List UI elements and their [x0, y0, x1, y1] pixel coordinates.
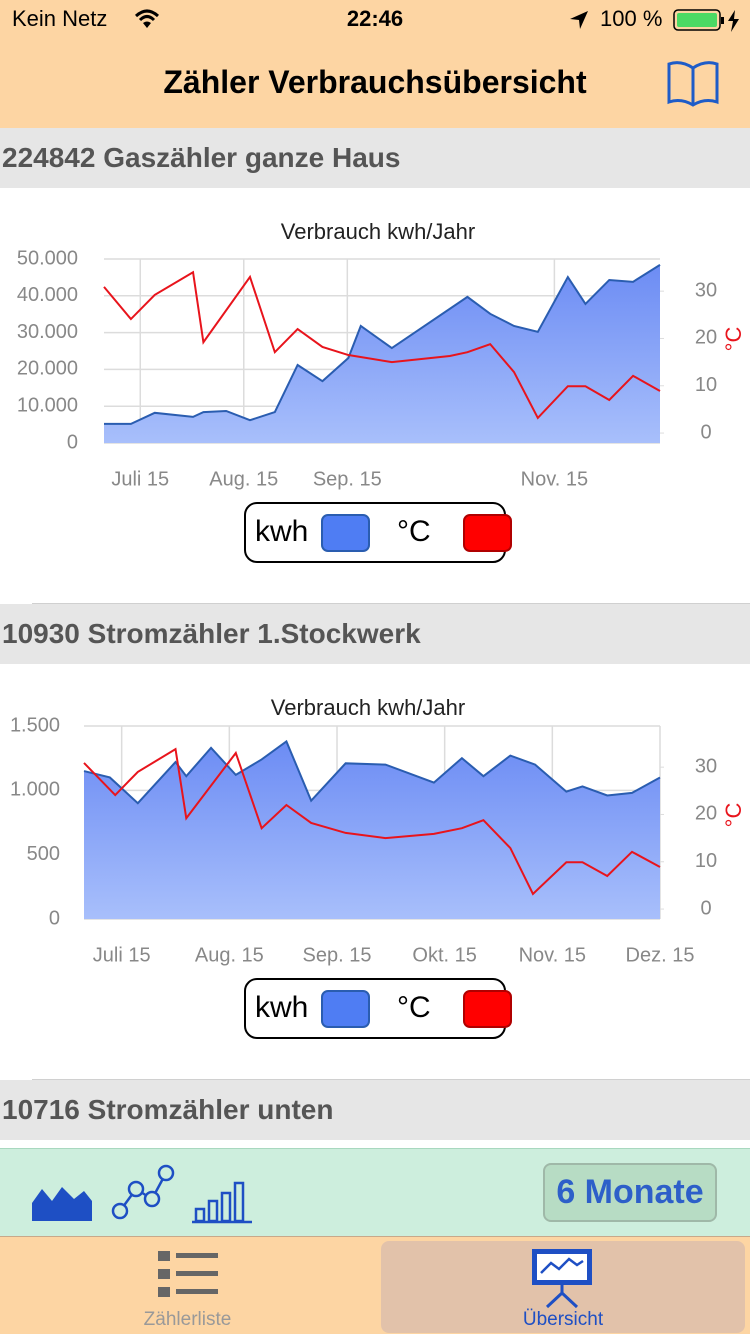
legend-swatch [321, 990, 370, 1028]
y2-tick-label: 20 [695, 803, 717, 825]
y-tick-label: 10.000 [17, 394, 78, 416]
area-chart-button[interactable] [30, 1179, 94, 1223]
section-header: 10716 Stromzähler unten [0, 1080, 750, 1140]
tab-label: Übersicht [522, 1309, 604, 1330]
area [84, 741, 660, 919]
line [83, 747, 661, 896]
x-tick-label: Nov. 15 [521, 468, 588, 490]
section-title: 10930 Stromzähler 1.Stockwerk [2, 618, 421, 649]
x-tick-label: Dez. 15 [626, 944, 695, 966]
y2-tick-label: 0 [700, 897, 711, 919]
location-icon [570, 11, 588, 29]
x-tick-label: Aug. 15 [195, 944, 264, 966]
x-tick-label: Sep. 15 [313, 468, 382, 490]
battery-percent: 100 % [600, 6, 663, 31]
legend-swatch [463, 514, 512, 552]
y-tick-label: 0 [67, 431, 78, 453]
separator [32, 1079, 750, 1080]
list-icon [158, 1251, 218, 1297]
section-title: 224842 Gaszähler ganze Haus [2, 142, 401, 173]
y2-tick-label: 20 [695, 327, 717, 349]
area-outline [83, 739, 661, 805]
toolbar: 6 Monate [0, 1148, 750, 1236]
wifi-icon [134, 9, 160, 28]
tab[interactable]: Zählerliste [0, 1241, 375, 1333]
y-tick-label: 1.500 [10, 714, 60, 736]
y-tick-label: 500 [27, 843, 60, 865]
y-tick-label: 40.000 [17, 284, 78, 306]
tab-label: Zählerliste [143, 1309, 232, 1330]
y2-axis-label: °C [721, 327, 746, 352]
range-button[interactable]: 6 Monate [543, 1163, 717, 1222]
header-area: Kein Netz 22:46 100 % Zähler Verbrauchsü… [0, 0, 750, 128]
nav-title: Zähler Verbrauchsübersicht [163, 64, 587, 100]
area [104, 264, 660, 443]
chart-title: Verbrauch kwh/Jahr [281, 219, 475, 244]
legend-label: kwh [255, 991, 308, 1024]
section-title: 10716 Stromzähler unten [2, 1094, 334, 1125]
x-tick-label: Juli 15 [93, 944, 151, 966]
legend-label: °C [397, 991, 431, 1024]
line-chart-button[interactable] [108, 1159, 176, 1223]
x-tick-label: Aug. 15 [209, 468, 278, 490]
bar-chart-button[interactable] [190, 1179, 254, 1225]
y2-tick-label: 10 [695, 374, 717, 396]
y2-tick-label: 30 [695, 279, 717, 301]
section-header: 224842 Gaszähler ganze Haus [0, 128, 750, 188]
section-header: 10930 Stromzähler 1.Stockwerk [0, 604, 750, 664]
x-tick-label: Okt. 15 [412, 944, 476, 966]
y-tick-label: 20.000 [17, 358, 78, 380]
x-tick-label: Sep. 15 [303, 944, 372, 966]
y-tick-label: 50.000 [17, 247, 78, 269]
y2-tick-label: 0 [700, 421, 711, 443]
chart-title: Verbrauch kwh/Jahr [271, 695, 465, 720]
y2-tick-label: 10 [695, 850, 717, 872]
y2-axis-label: °C [721, 803, 746, 828]
clock: 22:46 [346, 6, 404, 31]
legend-swatch [463, 990, 512, 1028]
separator [32, 603, 750, 604]
book-icon[interactable] [666, 58, 720, 108]
legend-label: °C [397, 515, 431, 548]
line [103, 270, 661, 420]
y-tick-label: 0 [49, 907, 60, 929]
legend-swatch [321, 514, 370, 552]
presentation-icon [532, 1249, 592, 1309]
battery-icon [673, 9, 739, 32]
tab[interactable]: Übersicht [381, 1241, 745, 1333]
y2-tick-label: 30 [695, 755, 717, 777]
area-outline [104, 264, 661, 425]
x-tick-label: Nov. 15 [519, 944, 586, 966]
chart: Verbrauch kwh/Jahr 0 500 1.000 1.500 Juli 15 A… [10, 695, 746, 1039]
y-tick-label: 1.000 [10, 779, 60, 801]
chart: Verbrauch kwh/Jahr 0 10.000 20.000 30.000 40.… [17, 219, 746, 563]
legend-label: kwh [255, 515, 308, 548]
x-tick-label: Juli 15 [111, 468, 169, 490]
tab-bar: Zählerliste Übersicht [0, 1236, 750, 1334]
y-tick-label: 30.000 [17, 321, 78, 343]
carrier: Kein Netz [12, 6, 108, 31]
